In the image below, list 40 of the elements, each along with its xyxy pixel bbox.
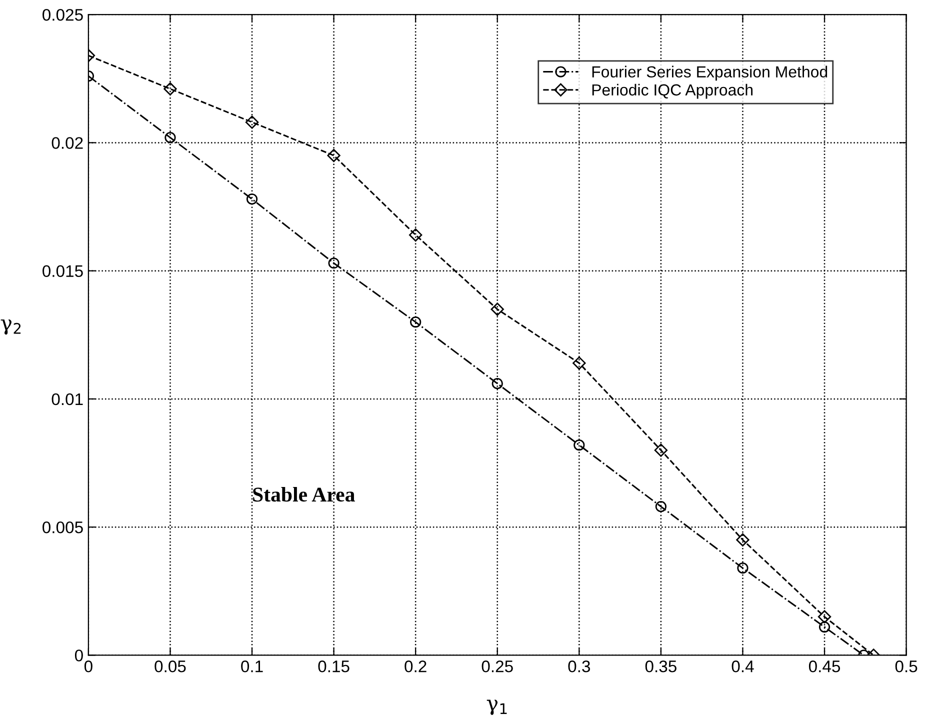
x-tick-label: 0.2 <box>404 660 426 672</box>
point <box>328 258 340 269</box>
point <box>818 621 830 633</box>
point <box>245 116 259 129</box>
y-tick-label: 0.005 <box>42 521 83 534</box>
point <box>410 316 422 328</box>
x-tick-label: 0 <box>84 660 92 672</box>
x-tick-label: 0.45 <box>808 660 840 672</box>
x-tick-label: 0.35 <box>645 660 676 672</box>
y-tick-label: 0.01 <box>52 393 83 406</box>
point <box>490 302 504 316</box>
x-tick-label: 0.05 <box>154 660 186 672</box>
point <box>655 501 666 512</box>
point <box>164 132 176 144</box>
legend-label: Fourier Series Expansion Method <box>592 66 828 81</box>
y-tick-label: 0.02 <box>52 137 83 149</box>
point <box>409 228 422 242</box>
y-tick-label: 0 <box>74 650 83 662</box>
x-tick-label: 0.1 <box>241 660 263 672</box>
point <box>574 440 585 451</box>
x-tick-label: 0.5 <box>895 660 918 672</box>
point <box>572 356 586 370</box>
x-tick-label: 0.25 <box>482 660 513 672</box>
annotation: Stable Area <box>253 486 355 502</box>
point <box>737 562 748 574</box>
point <box>492 378 503 390</box>
x-axis-title: γ$_{1}$ <box>486 700 507 715</box>
point <box>818 610 832 624</box>
x-tick-label: 0.15 <box>318 660 350 672</box>
x-tick-label: 0.3 <box>568 660 590 672</box>
x-tick-label: 0.4 <box>732 660 754 672</box>
point <box>736 533 750 546</box>
point <box>164 82 177 96</box>
point <box>327 148 340 162</box>
y-tick-label: 0.025 <box>42 8 83 21</box>
legend-label: Periodic IQC Approach <box>592 84 753 99</box>
point <box>246 194 258 205</box>
y-axis-title: γ$_{2}$ <box>0 319 21 335</box>
point <box>654 444 668 457</box>
y-tick-label: 0.015 <box>42 265 83 278</box>
